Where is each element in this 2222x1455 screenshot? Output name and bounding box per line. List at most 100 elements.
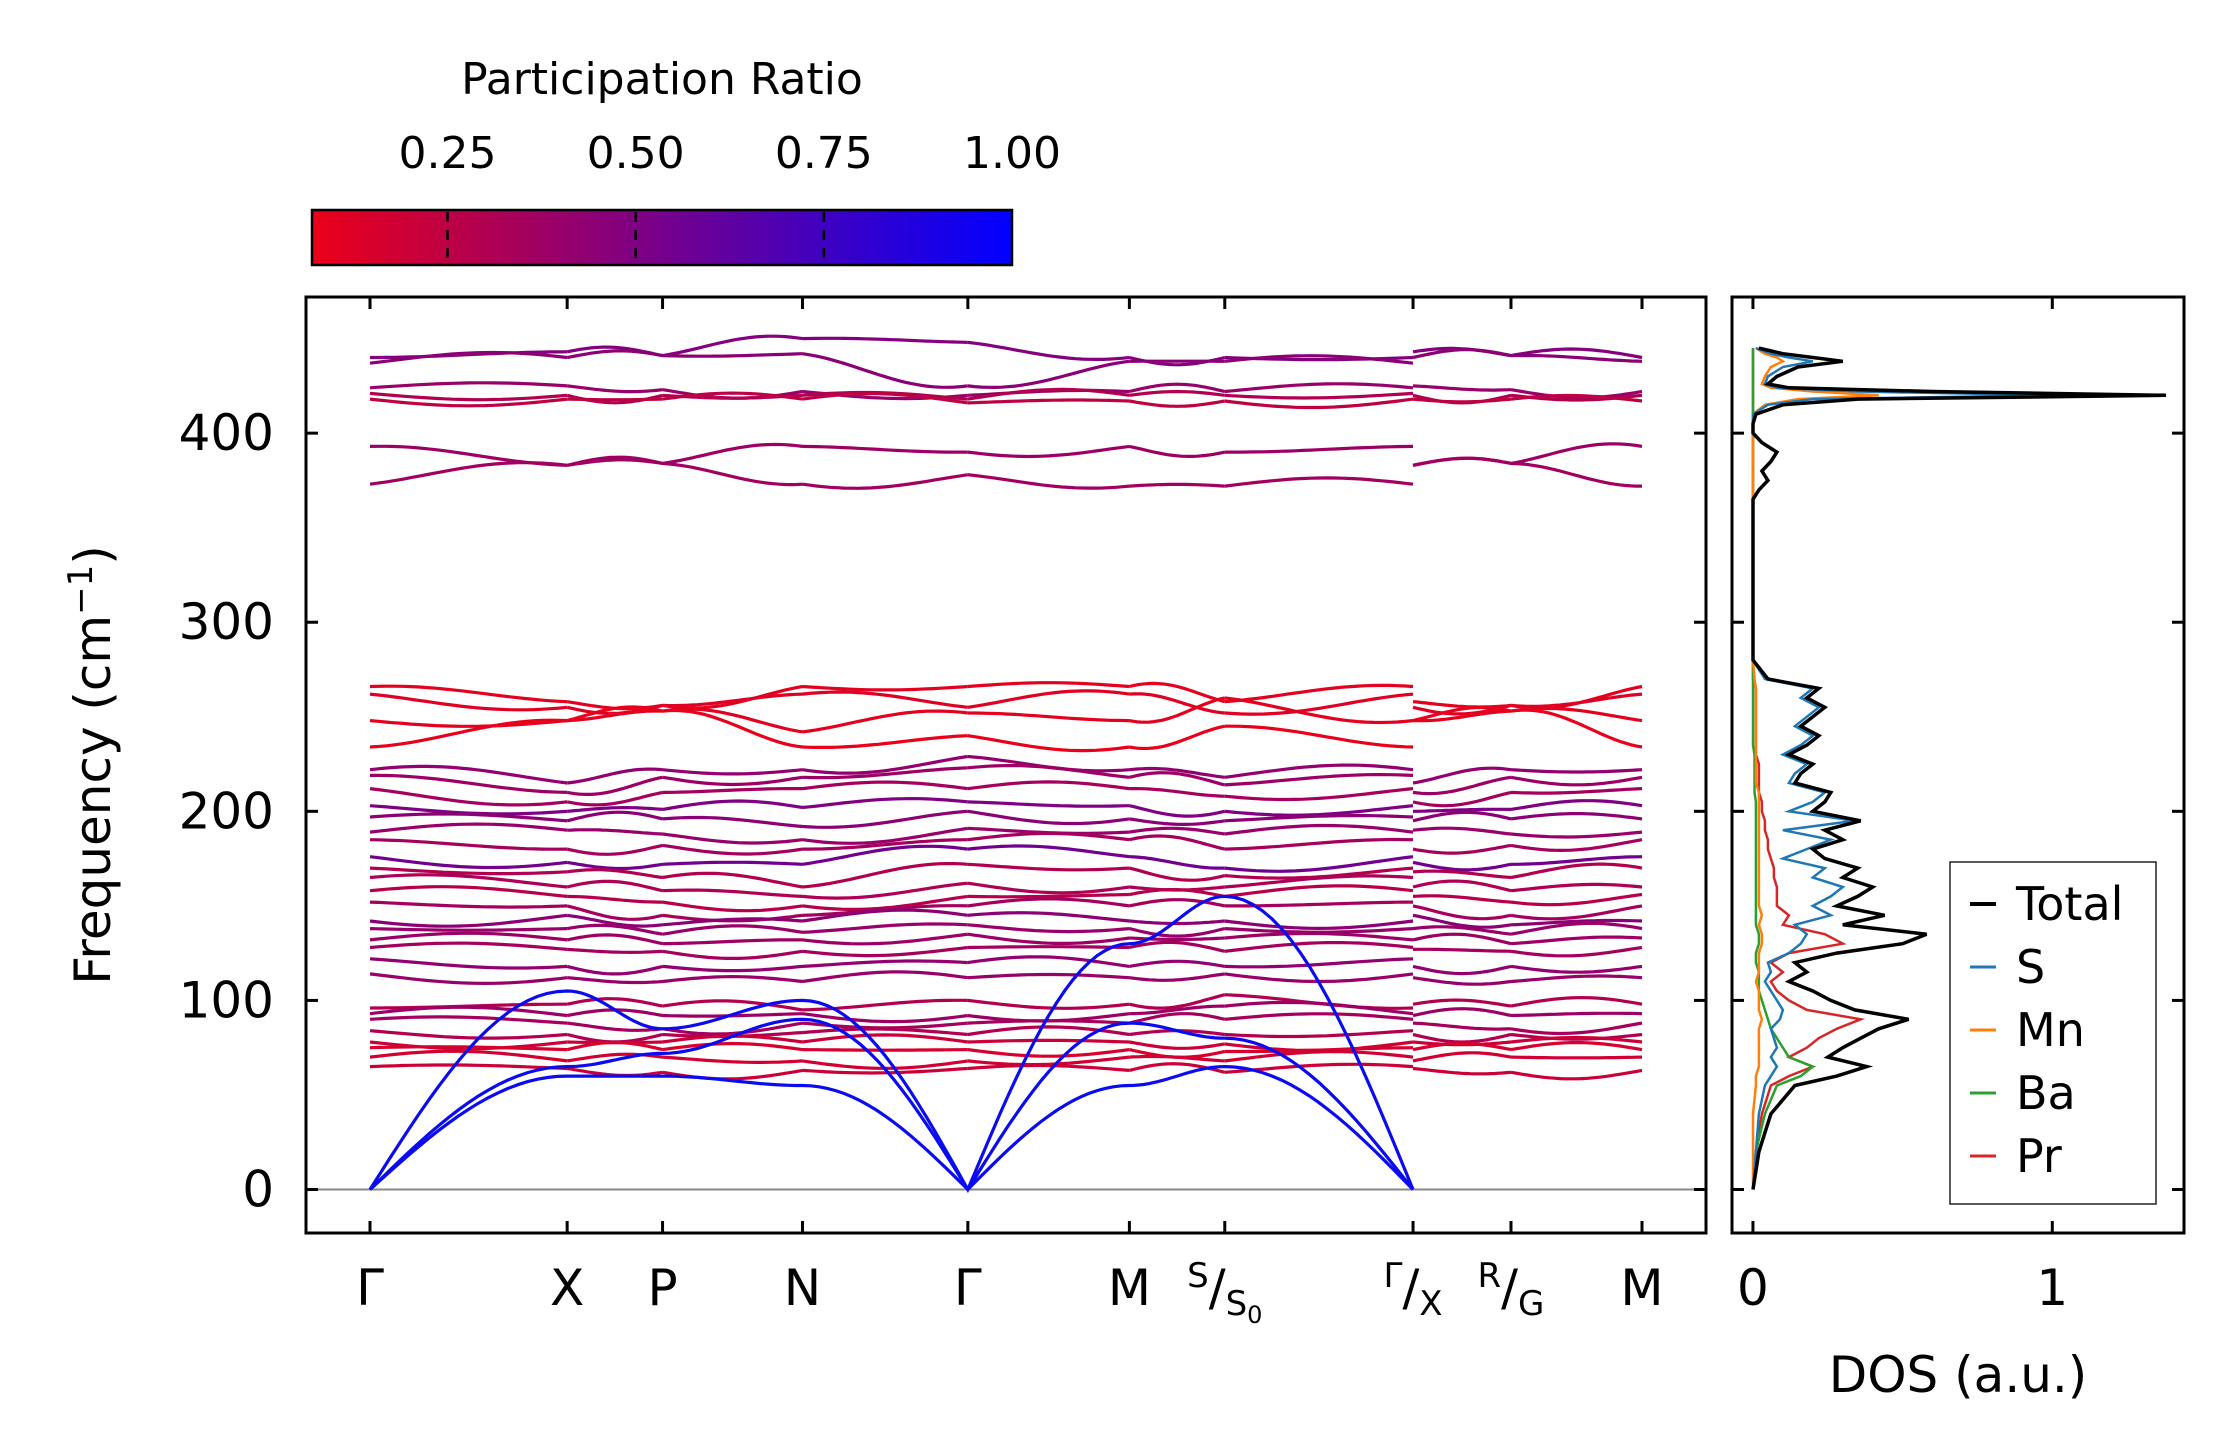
ytick-label: 100 [179, 971, 274, 1029]
optical-branch-segment [1129, 382, 1226, 394]
optical-branch-segment [967, 711, 1130, 723]
colorbar-tick-label: 0.75 [775, 128, 873, 179]
optical-branch-segment [1129, 919, 1225, 926]
optical-branch-segment [369, 873, 568, 889]
optical-branch-segment [566, 933, 663, 946]
optical-branch-segment [662, 461, 803, 487]
optical-branch-segment [967, 1025, 1130, 1037]
optical-branch-segment [1412, 843, 1512, 855]
ytick-label: 0 [242, 1161, 274, 1219]
optical-branch-segment [967, 809, 1130, 826]
optical-branch-segment [1129, 936, 1225, 942]
optical-branch-segment [662, 334, 803, 358]
optical-branch-segment [369, 838, 568, 851]
optical-branch-segment [662, 787, 803, 794]
optical-branch-segment [567, 709, 663, 723]
optical-branch-segment [1510, 799, 1643, 811]
optical-branch-segment [566, 923, 663, 936]
optical-branch-segment [566, 775, 663, 796]
ytick-label: 400 [179, 404, 274, 462]
optical-branch-segment [1510, 768, 1643, 774]
optical-branch-segment [1510, 1035, 1643, 1044]
optical-branch-segment [1412, 904, 1512, 921]
optical-branch-segment [1129, 1040, 1226, 1050]
dos-lines [1751, 346, 2167, 1190]
xtick-label: R/G [1478, 1256, 1545, 1324]
optical-branch-segment [1510, 442, 1643, 465]
optical-branch-segment [662, 871, 803, 889]
optical-branch-segment [567, 894, 663, 904]
optical-branch-segment [369, 1015, 568, 1025]
optical-branch-segment [369, 391, 568, 402]
optical-branch-segment [662, 799, 803, 811]
optical-branch-segment [1129, 692, 1225, 715]
dos-xtick-label: 1 [2036, 1259, 2068, 1317]
optical-branch-segment [1129, 696, 1226, 724]
optical-branch-segment [662, 938, 803, 946]
xtick-label: N [784, 1259, 821, 1317]
legend-label: Mn [2016, 1003, 2085, 1057]
optical-branch-segment [1510, 838, 1643, 853]
optical-branch-segment [1224, 692, 1414, 716]
optical-branch-segment [967, 1063, 1130, 1072]
optical-branch-segment [369, 885, 568, 898]
xtick-label: Γ [954, 1259, 982, 1317]
optical-branch-segment [369, 350, 568, 365]
optical-branch-segment [1129, 389, 1225, 397]
optical-branch-segment [662, 768, 803, 776]
band-axes-frame [304, 295, 1708, 1235]
optical-branch-segment [1129, 1054, 1225, 1063]
band-lines [306, 334, 1706, 1194]
optical-branch-segment [1412, 810, 1512, 823]
optical-branch-segment [1129, 927, 1226, 938]
optical-branch-segment [1412, 384, 1512, 392]
optical-branch-segment [802, 838, 968, 851]
optical-branch-segment [802, 391, 969, 405]
optical-branch-segment [1412, 932, 1512, 946]
optical-branch-segment [369, 719, 568, 728]
optical-branch-segment [662, 832, 803, 845]
optical-branch-segment [1510, 1021, 1643, 1036]
optical-branch-segment [802, 1012, 969, 1024]
optical-branch-segment [967, 1038, 1130, 1044]
optical-branch-segment [369, 381, 568, 390]
optical-branch-segment [1412, 709, 1512, 723]
optical-branch-segment [967, 862, 1130, 872]
optical-branch-segment [967, 1048, 1130, 1058]
optical-branch-segment [1129, 834, 1226, 851]
optical-branch-segment [1510, 388, 1643, 400]
optical-branch-segment [1412, 1051, 1512, 1063]
optical-branch-segment [1224, 773, 1414, 787]
optical-branch-segment [1510, 830, 1643, 839]
optical-branch-segment [802, 684, 968, 692]
optical-branch-segment [967, 897, 1130, 908]
optical-branch-segment [1412, 1007, 1512, 1018]
optical-branch-segment [1224, 763, 1414, 779]
optical-branch-segment [1224, 787, 1414, 802]
optical-branch-segment [662, 964, 803, 973]
optical-branch-segment [1412, 894, 1512, 904]
optical-branch-segment [802, 826, 969, 845]
optical-branch-segment [1224, 1046, 1414, 1054]
optical-branch-segment [1129, 766, 1225, 779]
optical-branch-segment [1510, 1068, 1643, 1081]
optical-branch-segment [967, 932, 1130, 945]
optical-branch-segment [662, 352, 803, 358]
legend-label: Total [2015, 877, 2123, 931]
optical-branch-segment [802, 444, 968, 454]
optical-branch-segment [1224, 941, 1414, 953]
optical-branch-segment [369, 1029, 568, 1040]
optical-branch-segment [1412, 1066, 1512, 1076]
optical-branch-segment [1412, 790, 1512, 808]
xtick-label: Γ [356, 1259, 384, 1317]
colorbar-tick-label: 1.00 [963, 128, 1061, 179]
optical-branch-segment [967, 844, 1130, 859]
optical-branch-segment [802, 862, 968, 889]
optical-branch-segment [370, 773, 568, 794]
optical-branch-segment [369, 957, 568, 970]
optical-branch-segment [369, 1005, 568, 1018]
optical-branch-segment [1412, 456, 1512, 467]
optical-branch-segment [1510, 812, 1643, 821]
legend-label: S [2016, 940, 2045, 994]
